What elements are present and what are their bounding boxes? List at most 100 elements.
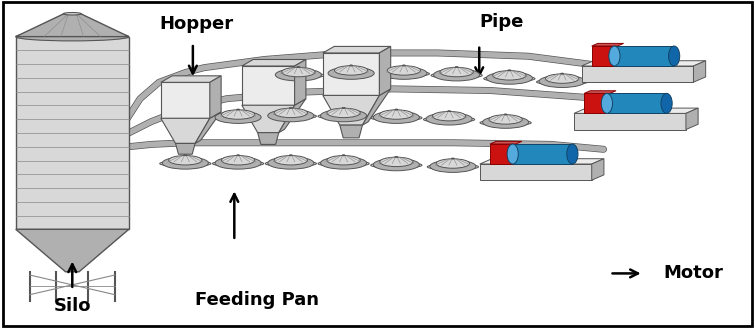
Ellipse shape xyxy=(268,157,314,169)
Ellipse shape xyxy=(539,75,585,88)
Ellipse shape xyxy=(451,158,455,159)
Polygon shape xyxy=(686,108,698,130)
Ellipse shape xyxy=(448,111,451,112)
Ellipse shape xyxy=(507,144,518,164)
Ellipse shape xyxy=(380,157,413,167)
Ellipse shape xyxy=(318,113,369,119)
Polygon shape xyxy=(340,125,362,138)
Ellipse shape xyxy=(433,69,479,81)
Ellipse shape xyxy=(371,162,422,168)
Ellipse shape xyxy=(327,108,360,118)
Ellipse shape xyxy=(508,70,511,71)
Ellipse shape xyxy=(274,108,307,118)
Ellipse shape xyxy=(378,71,430,77)
Ellipse shape xyxy=(537,79,587,85)
Polygon shape xyxy=(210,76,221,118)
Text: Silo: Silo xyxy=(54,297,91,315)
FancyBboxPatch shape xyxy=(323,53,379,95)
Ellipse shape xyxy=(297,67,300,68)
Ellipse shape xyxy=(212,160,263,167)
Ellipse shape xyxy=(431,72,482,78)
Ellipse shape xyxy=(609,46,620,66)
Polygon shape xyxy=(161,76,221,82)
Ellipse shape xyxy=(16,32,129,41)
Ellipse shape xyxy=(289,107,292,109)
Polygon shape xyxy=(362,89,390,125)
Ellipse shape xyxy=(342,155,345,156)
Ellipse shape xyxy=(381,67,427,79)
FancyBboxPatch shape xyxy=(16,37,129,229)
Ellipse shape xyxy=(489,115,522,124)
FancyBboxPatch shape xyxy=(592,46,618,66)
Ellipse shape xyxy=(486,72,532,84)
FancyBboxPatch shape xyxy=(574,113,686,130)
Polygon shape xyxy=(16,229,129,272)
Ellipse shape xyxy=(395,156,398,157)
Text: Motor: Motor xyxy=(664,264,724,282)
Ellipse shape xyxy=(183,155,187,156)
Ellipse shape xyxy=(395,109,398,110)
Ellipse shape xyxy=(424,116,475,123)
Ellipse shape xyxy=(265,113,316,119)
Ellipse shape xyxy=(221,110,254,119)
Ellipse shape xyxy=(371,115,422,121)
Ellipse shape xyxy=(668,46,680,66)
Polygon shape xyxy=(242,59,306,66)
FancyBboxPatch shape xyxy=(3,2,752,326)
Ellipse shape xyxy=(327,155,360,165)
Ellipse shape xyxy=(273,72,324,78)
Ellipse shape xyxy=(493,71,526,80)
Ellipse shape xyxy=(325,71,377,77)
FancyBboxPatch shape xyxy=(615,46,674,66)
Polygon shape xyxy=(480,159,604,164)
Ellipse shape xyxy=(236,109,239,110)
Ellipse shape xyxy=(601,93,612,113)
Ellipse shape xyxy=(160,160,211,167)
Text: Hopper: Hopper xyxy=(159,14,234,32)
Ellipse shape xyxy=(567,144,578,164)
Ellipse shape xyxy=(274,155,307,165)
FancyBboxPatch shape xyxy=(242,66,294,105)
Ellipse shape xyxy=(350,65,353,66)
Ellipse shape xyxy=(430,160,476,173)
Ellipse shape xyxy=(545,74,579,83)
Ellipse shape xyxy=(427,164,479,170)
Ellipse shape xyxy=(484,75,535,82)
Polygon shape xyxy=(257,133,279,144)
Ellipse shape xyxy=(321,110,367,122)
Ellipse shape xyxy=(561,73,564,74)
Polygon shape xyxy=(279,99,306,133)
Polygon shape xyxy=(574,108,698,113)
Ellipse shape xyxy=(162,157,208,169)
Ellipse shape xyxy=(504,114,507,115)
Ellipse shape xyxy=(387,66,421,75)
Ellipse shape xyxy=(480,120,532,126)
Ellipse shape xyxy=(215,157,261,169)
Polygon shape xyxy=(581,61,706,66)
Polygon shape xyxy=(693,61,706,82)
Ellipse shape xyxy=(63,12,82,15)
Polygon shape xyxy=(323,95,379,125)
Polygon shape xyxy=(161,118,210,143)
Ellipse shape xyxy=(168,155,202,165)
Polygon shape xyxy=(294,59,306,105)
Polygon shape xyxy=(175,143,195,154)
Ellipse shape xyxy=(221,155,254,165)
Ellipse shape xyxy=(334,66,368,75)
FancyBboxPatch shape xyxy=(480,164,592,180)
Ellipse shape xyxy=(373,158,419,171)
Ellipse shape xyxy=(212,115,263,121)
Ellipse shape xyxy=(426,113,472,125)
Ellipse shape xyxy=(402,65,405,66)
Polygon shape xyxy=(584,91,616,93)
Ellipse shape xyxy=(380,110,413,119)
Ellipse shape xyxy=(373,111,419,123)
FancyBboxPatch shape xyxy=(581,66,693,82)
FancyBboxPatch shape xyxy=(490,144,516,164)
Ellipse shape xyxy=(321,157,367,169)
Polygon shape xyxy=(242,105,294,133)
Ellipse shape xyxy=(215,111,261,123)
Polygon shape xyxy=(490,141,522,144)
Ellipse shape xyxy=(236,155,239,156)
FancyBboxPatch shape xyxy=(584,93,610,113)
